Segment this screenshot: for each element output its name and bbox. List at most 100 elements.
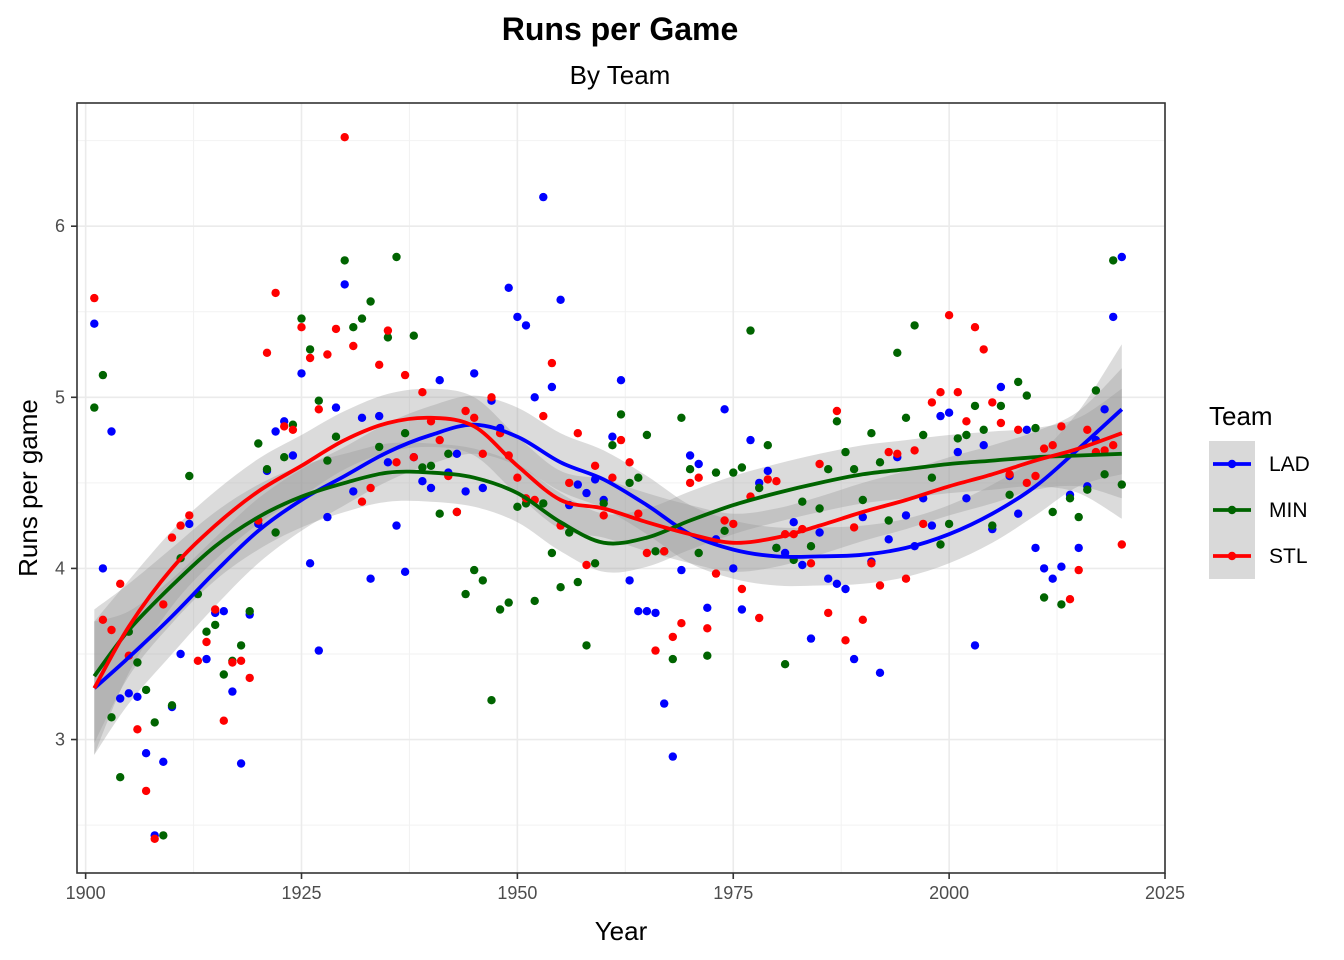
x-tick-label: 2000: [929, 883, 969, 903]
data-point: [271, 528, 280, 537]
data-point: [418, 477, 427, 486]
data-point: [780, 660, 790, 669]
data-point: [824, 465, 833, 474]
data-point: [366, 483, 375, 493]
data-point: [288, 451, 298, 460]
data-point: [841, 447, 850, 457]
data-point: [452, 507, 462, 517]
data-point: [599, 511, 608, 520]
data-point: [668, 632, 677, 642]
data-point: [703, 651, 712, 660]
data-point: [392, 521, 401, 530]
legend-key-stl: STL: [1209, 533, 1308, 579]
data-point: [642, 607, 652, 616]
data-point: [547, 548, 557, 558]
data-point: [962, 430, 971, 440]
data-point: [996, 382, 1006, 392]
legend-key-lad: LAD: [1209, 441, 1310, 487]
data-point: [280, 453, 289, 462]
data-point: [798, 497, 807, 506]
data-point: [340, 256, 349, 265]
data-point: [167, 701, 177, 710]
data-point: [703, 624, 712, 633]
data-point: [426, 483, 436, 493]
data-point: [884, 535, 893, 544]
data-point: [970, 401, 980, 411]
data-point: [521, 321, 531, 330]
data-point: [936, 540, 945, 549]
x-tick-label: 1925: [281, 883, 321, 903]
data-point: [919, 430, 928, 440]
data-point: [685, 478, 695, 488]
data-point: [953, 388, 962, 397]
data-point: [720, 405, 729, 414]
data-point: [832, 579, 842, 588]
data-point: [737, 584, 747, 594]
data-point: [996, 401, 1006, 411]
data-point: [504, 283, 513, 292]
data-point: [772, 477, 781, 486]
data-point: [547, 358, 557, 368]
data-point: [634, 473, 643, 482]
data-point: [280, 422, 289, 431]
data-point: [910, 321, 919, 330]
data-point: [193, 656, 203, 665]
legend-key-point: [1227, 551, 1237, 561]
data-point: [1057, 422, 1066, 431]
data-point: [185, 519, 194, 529]
data-point: [729, 564, 738, 573]
data-point: [141, 685, 151, 695]
data-point: [1039, 593, 1049, 602]
data-point: [1048, 507, 1057, 517]
data-point: [1083, 425, 1092, 434]
data-point: [944, 408, 954, 417]
data-point: [1100, 405, 1109, 414]
data-point: [1031, 471, 1040, 481]
data-point: [1022, 391, 1031, 400]
data-point: [970, 323, 980, 332]
data-point: [668, 654, 677, 664]
data-point: [487, 696, 496, 705]
data-point: [884, 447, 893, 457]
data-point: [1074, 512, 1083, 522]
data-point: [944, 519, 954, 529]
data-point: [314, 396, 323, 405]
data-point: [685, 465, 695, 474]
data-point: [262, 348, 272, 357]
data-point: [556, 583, 565, 592]
data-point: [901, 574, 911, 583]
data-point: [375, 442, 384, 452]
data-point: [625, 576, 634, 585]
data-point: [305, 559, 315, 568]
data-point: [323, 512, 332, 522]
data-point: [668, 752, 677, 761]
data-point: [1100, 470, 1109, 479]
data-point: [1117, 252, 1127, 262]
data-point: [642, 430, 652, 440]
data-point: [202, 654, 211, 664]
data-point: [228, 687, 237, 696]
data-point: [133, 692, 142, 701]
data-point: [331, 403, 341, 412]
data-point: [478, 483, 487, 493]
data-point: [884, 516, 893, 525]
data-point: [858, 615, 867, 624]
x-tick-label: 1900: [66, 883, 106, 903]
data-point: [660, 699, 669, 708]
data-point: [435, 435, 444, 445]
confidence-band-stl: [94, 368, 1122, 755]
data-point: [98, 370, 108, 380]
data-point: [815, 528, 824, 537]
data-point: [616, 435, 626, 445]
data-point: [625, 458, 634, 467]
data-point: [236, 641, 246, 650]
data-point: [772, 543, 781, 553]
smooth-lines: [92, 407, 1124, 690]
data-point: [530, 393, 539, 402]
x-tick-label: 2025: [1145, 883, 1185, 903]
data-point: [202, 637, 211, 647]
data-point: [150, 834, 159, 843]
data-point: [815, 504, 824, 513]
data-point: [349, 487, 358, 496]
